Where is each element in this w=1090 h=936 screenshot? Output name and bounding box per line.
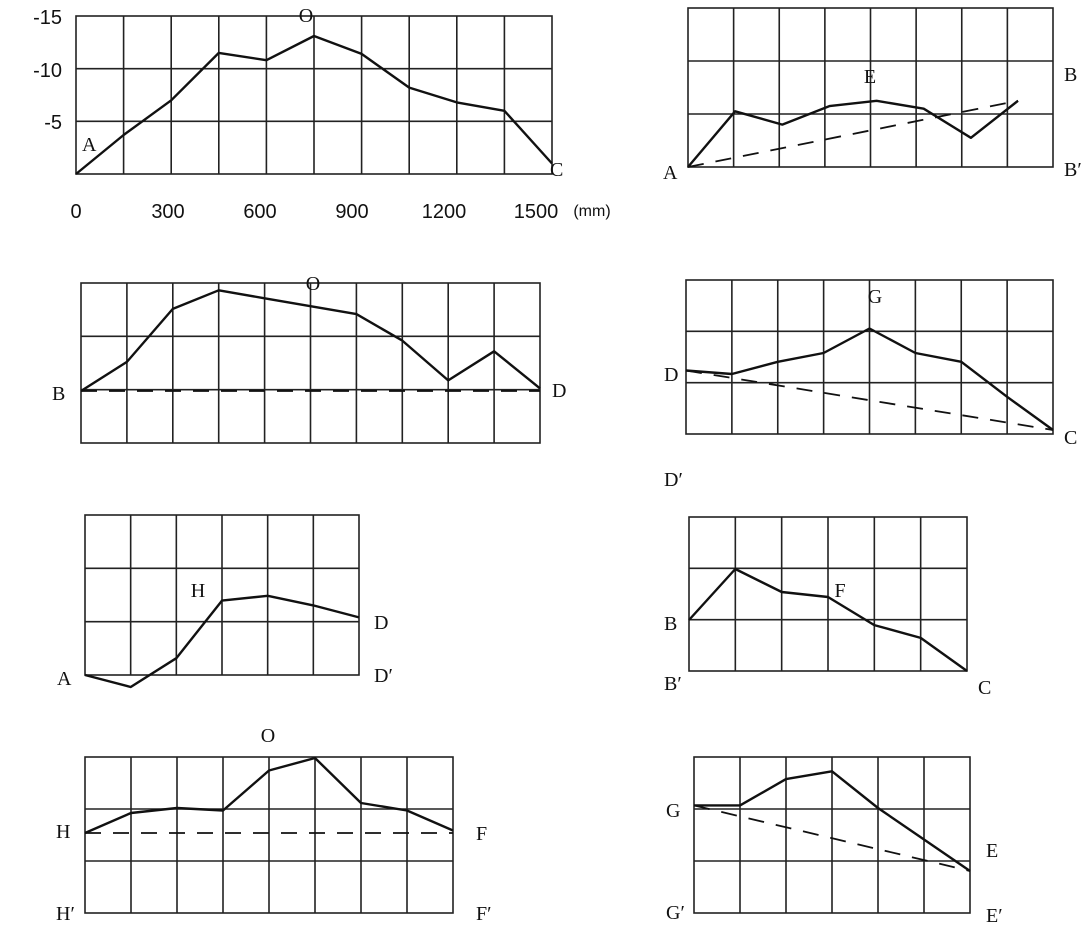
point-label-C: C: [550, 159, 563, 181]
point-label-A: A: [82, 134, 97, 156]
point-label-B-prime: B′: [664, 673, 682, 695]
point-label-D-prime: D′: [664, 469, 683, 491]
curves: [693, 770, 971, 872]
panel-profile-B-D: B D O: [52, 273, 566, 444]
baseline-dashed-line: [685, 369, 1054, 431]
point-label-G: G: [666, 800, 680, 822]
point-label-C: C: [1064, 427, 1077, 449]
x-unit-label: (mm): [573, 203, 610, 220]
curves: [84, 756, 454, 835]
panel-profile-B-C: B B′ C F: [664, 516, 991, 699]
point-label-B: B: [664, 613, 677, 635]
baseline-dashed-line: [687, 99, 1019, 168]
curves: [84, 594, 360, 689]
curves: [687, 99, 1019, 168]
panel-profile-A-D: A D D′ H: [57, 514, 393, 690]
y-tick-label: -5: [44, 112, 62, 134]
point-label-H-prime: H′: [56, 903, 75, 925]
panel-profile-H-F: H H′ F F′ O: [56, 725, 492, 925]
curves: [688, 567, 968, 672]
profile-line: [687, 99, 1019, 168]
y-tick-label: -10: [33, 60, 62, 82]
grid: [80, 282, 541, 444]
panel-profile-G-E: G G′ E E′: [666, 756, 1003, 927]
point-label-E: E: [986, 840, 998, 862]
profile-line: [694, 770, 971, 872]
profile-line: [75, 34, 553, 175]
profile-line: [80, 289, 541, 393]
grid: [685, 279, 1054, 435]
point-label-A: A: [57, 668, 72, 690]
point-label-F: F: [476, 823, 487, 845]
x-tick-label: 1200: [422, 201, 467, 223]
point-label-D: D: [664, 364, 678, 386]
grid: [693, 756, 971, 914]
point-label-O: O: [306, 273, 320, 295]
curves: [80, 289, 541, 393]
x-tick-label: 1500: [514, 201, 559, 223]
x-tick-label: 300: [151, 201, 184, 223]
point-label-B: B: [52, 383, 65, 405]
point-label-C: C: [978, 677, 991, 699]
point-label-B-prime: B′: [1064, 159, 1082, 181]
point-label-A: A: [663, 162, 678, 184]
baseline-dashed-line: [693, 804, 971, 872]
point-label-B: B: [1064, 64, 1077, 86]
grid: [688, 516, 968, 672]
panel-profile-D-C: D D′ C G: [664, 279, 1077, 491]
curves: [75, 34, 553, 175]
curves: [685, 327, 1054, 431]
grid: [75, 15, 553, 175]
point-label-G: G: [868, 286, 882, 308]
grid: [84, 514, 360, 676]
point-label-E-prime: E′: [986, 905, 1003, 927]
point-label-H: H: [191, 580, 205, 602]
point-label-G-prime: G′: [666, 902, 685, 924]
profile-line: [688, 567, 968, 672]
panel-profile-A-C: -15 -10 -5 0 300 600 900 1200 1500 (mm) …: [33, 5, 611, 223]
point-label-D-prime: D′: [374, 665, 393, 687]
grid: [84, 756, 454, 914]
y-tick-label: -15: [33, 7, 62, 29]
point-label-F: F: [834, 580, 845, 602]
x-tick-label: 0: [70, 201, 81, 223]
point-label-E: E: [864, 66, 876, 88]
profile-line: [84, 756, 454, 835]
point-label-O: O: [261, 725, 275, 747]
point-label-H: H: [56, 821, 70, 843]
x-tick-label: 600: [243, 201, 276, 223]
point-label-D: D: [552, 380, 566, 402]
profile-line: [84, 594, 360, 689]
point-label-O: O: [299, 5, 313, 27]
point-label-F-prime: F′: [476, 903, 492, 925]
profile-line: [685, 327, 1054, 431]
point-label-D: D: [374, 612, 388, 634]
x-tick-label: 900: [335, 201, 368, 223]
panel-profile-A-B: A B B′ E: [663, 7, 1082, 184]
